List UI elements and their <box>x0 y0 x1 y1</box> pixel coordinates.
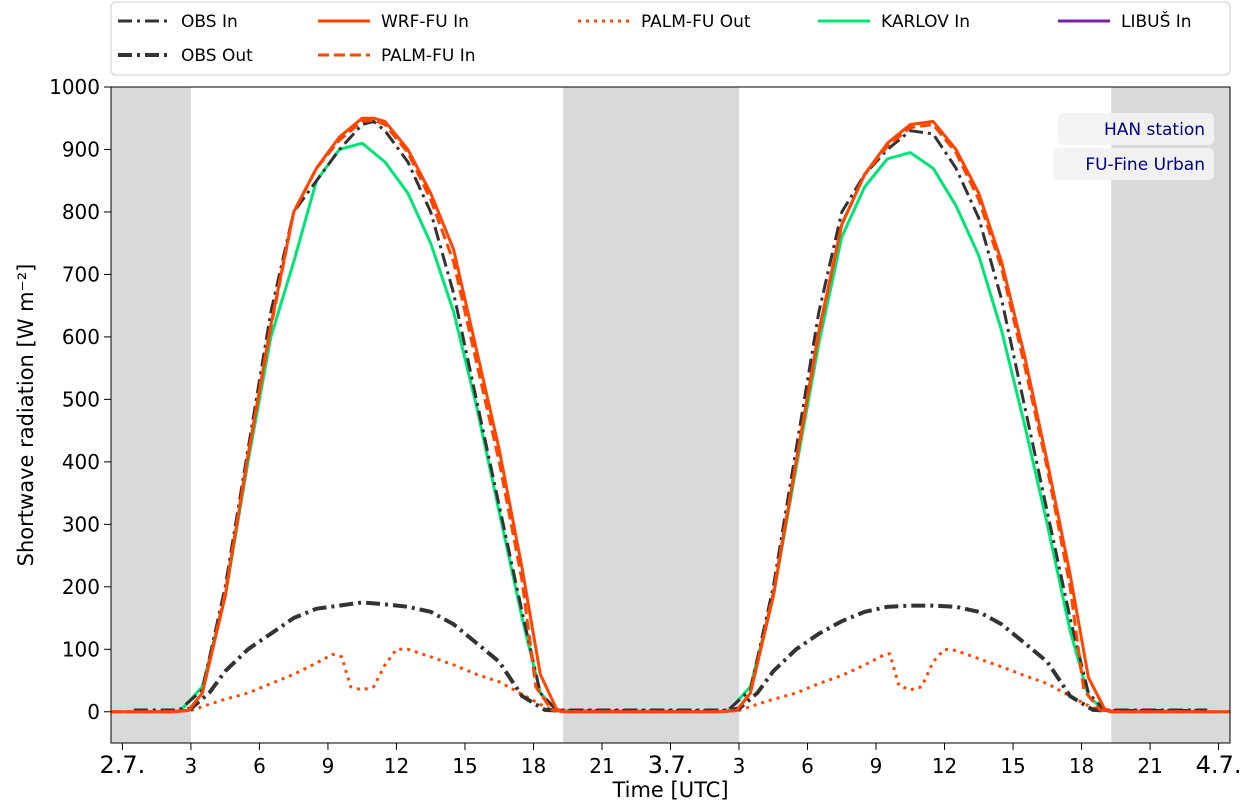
series-line-wrf-fu-in <box>111 116 1230 714</box>
x-tick-label: 18 <box>1069 754 1094 778</box>
legend-label-wrf-fu-in: WRF-FU In <box>381 12 469 32</box>
x-tick-label: 21 <box>1137 754 1162 778</box>
series-layer <box>111 116 1230 714</box>
x-tick-label: 15 <box>452 754 477 778</box>
legend-label-palm-fu-in: PALM-FU In <box>381 46 475 66</box>
legend-label-obs-out: OBS Out <box>181 46 253 66</box>
legend-label-obs-in: OBS In <box>181 12 238 32</box>
y-tick-label: 600 <box>62 325 100 349</box>
y-tick-label: 500 <box>62 387 100 411</box>
y-tick-label: 800 <box>62 200 100 224</box>
x-tick-label: 21 <box>589 754 614 778</box>
x-tick-label: 9 <box>870 754 883 778</box>
x-tick-label: 15 <box>1000 754 1025 778</box>
y-tick-label: 900 <box>62 137 100 161</box>
x-tick-label: 18 <box>521 754 546 778</box>
x-tick-label: 3.7. <box>648 751 694 779</box>
x-tick-label: 6 <box>253 754 266 778</box>
y-tick-label: 1000 <box>49 75 100 99</box>
series-line-obs-in <box>133 119 1208 712</box>
annotation-layer: HAN station FU-Fine Urban <box>1053 113 1214 180</box>
legend-label-libu-in: LIBUŠ In <box>1121 10 1192 32</box>
x-tick-label: 6 <box>801 754 814 778</box>
annotation-label: FU-Fine Urban <box>1085 155 1205 175</box>
x-tick-label: 4.7. <box>1196 751 1242 779</box>
x-tick-label: 3 <box>733 754 746 778</box>
y-axis-ticks: 0 100 200 300 400 500 600 700 800 900 1000 <box>49 75 111 724</box>
night-band-2 <box>563 87 740 743</box>
y-tick-label: 700 <box>62 262 100 286</box>
y-tick-label: 300 <box>62 512 100 536</box>
night-shading-layer <box>111 87 1230 743</box>
y-tick-label: 100 <box>62 637 100 661</box>
x-axis-title: Time [UTC] <box>611 778 728 802</box>
annotation-box <box>1058 113 1214 145</box>
x-tick-label: 12 <box>384 754 409 778</box>
y-tick-label: 400 <box>62 450 100 474</box>
x-tick-label: 3 <box>185 754 198 778</box>
legend-box <box>110 1 1231 76</box>
series-line-obs-out <box>133 600 1208 713</box>
annotation-box <box>1053 148 1214 180</box>
night-band-1 <box>111 87 191 743</box>
x-tick-label: 12 <box>932 754 957 778</box>
y-tick-label: 200 <box>62 575 100 599</box>
x-axis-ticks: 2.7. 3 6 9 12 15 18 21 3.7. 3 6 9 12 15 18 21 4.7. <box>100 743 1242 779</box>
y-axis-title: Shortwave radiation [W m⁻²] <box>14 264 38 567</box>
legend: OBS In OBS Out WRF-FU In PALM-FU In PALM-FU … <box>110 1 1231 76</box>
night-band-3 <box>1111 87 1230 743</box>
x-tick-label: 9 <box>322 754 335 778</box>
annotation-label: HAN station <box>1104 120 1205 140</box>
series-line-palm-fu-out <box>111 647 1230 714</box>
legend-label-palm-fu-out: PALM-FU Out <box>641 12 751 32</box>
x-tick-label: 2.7. <box>100 751 146 779</box>
legend-label-karlov-in: KARLOV In <box>881 12 970 32</box>
y-tick-label: 0 <box>87 700 100 724</box>
